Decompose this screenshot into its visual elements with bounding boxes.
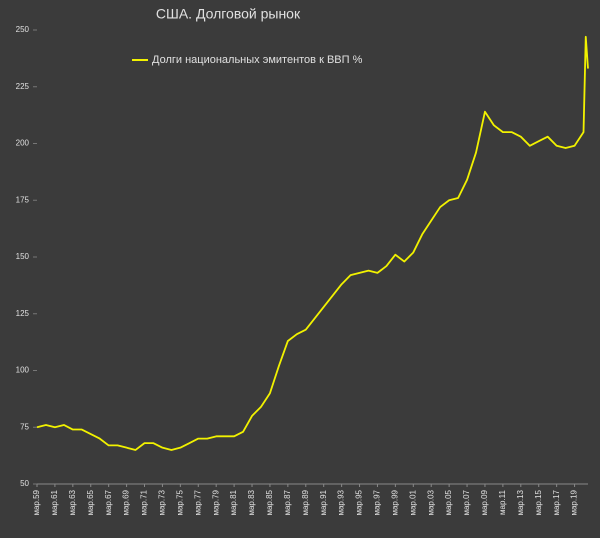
x-tick-label: мар.81	[229, 489, 238, 515]
x-tick-label: мар.95	[355, 489, 364, 515]
x-tick-label: мар.07	[462, 489, 471, 515]
x-tick-label: мар.61	[50, 489, 59, 515]
y-tick-label: 50	[20, 479, 29, 488]
x-tick-label: мар.99	[390, 489, 399, 515]
x-tick-label: мар.01	[408, 489, 417, 515]
y-tick-label: 225	[16, 82, 30, 91]
x-tick-label: мар.59	[32, 489, 41, 515]
y-tick-label: 200	[16, 139, 30, 148]
data-line	[36, 35, 589, 451]
x-tick-label: мар.63	[68, 489, 77, 515]
x-tick-label: мар.79	[211, 489, 220, 515]
y-tick-label: 75	[20, 422, 29, 431]
y-tick-label: 150	[16, 252, 30, 261]
x-tick-label: мар.85	[265, 489, 274, 515]
x-tick-label: мар.77	[193, 489, 202, 515]
x-tick-label: мар.93	[337, 489, 346, 515]
x-tick-label: мар.75	[175, 489, 184, 515]
x-tick-label: мар.67	[104, 489, 113, 515]
x-tick-label: мар.87	[283, 489, 292, 515]
x-tick-label: мар.71	[140, 489, 149, 515]
x-tick-label: мар.15	[534, 489, 543, 515]
chart-title: США. Долговой рынок	[156, 6, 301, 22]
x-tick-label: мар.73	[158, 489, 167, 515]
legend-label: Долги национальных эмитентов к ВВП %	[152, 54, 363, 66]
x-tick-label: мар.11	[498, 489, 507, 514]
y-tick-label: 250	[16, 25, 30, 34]
x-tick-label: мар.97	[373, 489, 382, 515]
x-tick-label: мар.17	[552, 489, 561, 515]
x-tick-label: мар.03	[426, 489, 435, 515]
y-tick-label: 125	[16, 309, 30, 318]
y-tick-label: 175	[16, 195, 30, 204]
x-tick-label: мар.05	[444, 489, 453, 515]
x-tick-label: мар.13	[516, 489, 525, 515]
x-tick-label: мар.09	[480, 489, 489, 515]
y-tick-label: 100	[16, 366, 30, 375]
x-tick-label: мар.89	[301, 489, 310, 515]
x-tick-label: мар.19	[570, 489, 579, 515]
x-tick-label: мар.91	[319, 489, 328, 515]
x-tick-label: мар.69	[122, 489, 131, 515]
x-tick-label: мар.83	[247, 489, 256, 515]
x-tick-label: мар.65	[86, 489, 95, 515]
